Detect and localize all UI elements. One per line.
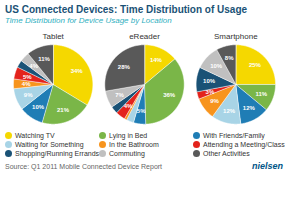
- html-text:Lying in Bed: Lying in Bed: [109, 132, 148, 139]
- svg-text:5%: 5%: [23, 74, 32, 80]
- html-text:Other Activities: Other Activities: [203, 150, 250, 157]
- svg-text:Tablet: Tablet: [42, 32, 64, 41]
- svg-text:28%: 28%: [118, 64, 131, 70]
- svg-text:11%: 11%: [255, 91, 267, 97]
- svg-text:11%: 11%: [38, 56, 50, 62]
- svg-text:25%: 25%: [249, 62, 262, 68]
- svg-text:8%: 8%: [225, 55, 234, 61]
- html-text:nielsen: nielsen: [252, 161, 283, 171]
- html-text:Time Distribution for Device U: Time Distribution for Device Usage by Lo…: [5, 16, 172, 25]
- svg-text:12%: 12%: [223, 108, 236, 114]
- html-text:Watching TV: Watching TV: [15, 132, 55, 139]
- svg-text:10%: 10%: [210, 63, 223, 69]
- html-text:US Connected Devices: Time Dis: US Connected Devices: Time Distribution …: [5, 4, 248, 15]
- svg-text:36%: 36%: [163, 92, 176, 98]
- svg-text:10%: 10%: [203, 78, 216, 84]
- svg-text:4%: 4%: [29, 63, 38, 69]
- svg-text:Smartphone: Smartphone: [214, 32, 258, 41]
- svg-text:14%: 14%: [150, 57, 163, 63]
- svg-text:12%: 12%: [243, 105, 256, 111]
- svg-text:34%: 34%: [71, 68, 84, 74]
- svg-text:10%: 10%: [32, 104, 45, 110]
- svg-text:3%: 3%: [206, 89, 215, 95]
- svg-text:4%: 4%: [124, 103, 133, 109]
- svg-text:4%: 4%: [22, 81, 31, 87]
- svg-text:5%: 5%: [137, 108, 146, 114]
- svg-text:9%: 9%: [210, 98, 219, 104]
- html-text:In the Bathroom: In the Bathroom: [109, 141, 159, 148]
- svg-text:eReader: eReader: [129, 32, 160, 41]
- html-text:With Friends/Family: With Friends/Family: [203, 132, 265, 139]
- svg-text:21%: 21%: [57, 107, 70, 113]
- html-text:Waiting for Something: Waiting for Something: [15, 141, 84, 148]
- html-text:Shopping/Running Errands: Shopping/Running Errands: [15, 150, 100, 157]
- html-text:Source: Q1 2011 Mobile Connect: Source: Q1 2011 Mobile Connected Device …: [5, 163, 163, 170]
- html-text:Commuting: Commuting: [109, 150, 145, 157]
- html-text:Attending a Meeting/Class: Attending a Meeting/Class: [203, 141, 285, 148]
- svg-text:9%: 9%: [24, 92, 33, 98]
- svg-text:7%: 7%: [115, 92, 124, 98]
